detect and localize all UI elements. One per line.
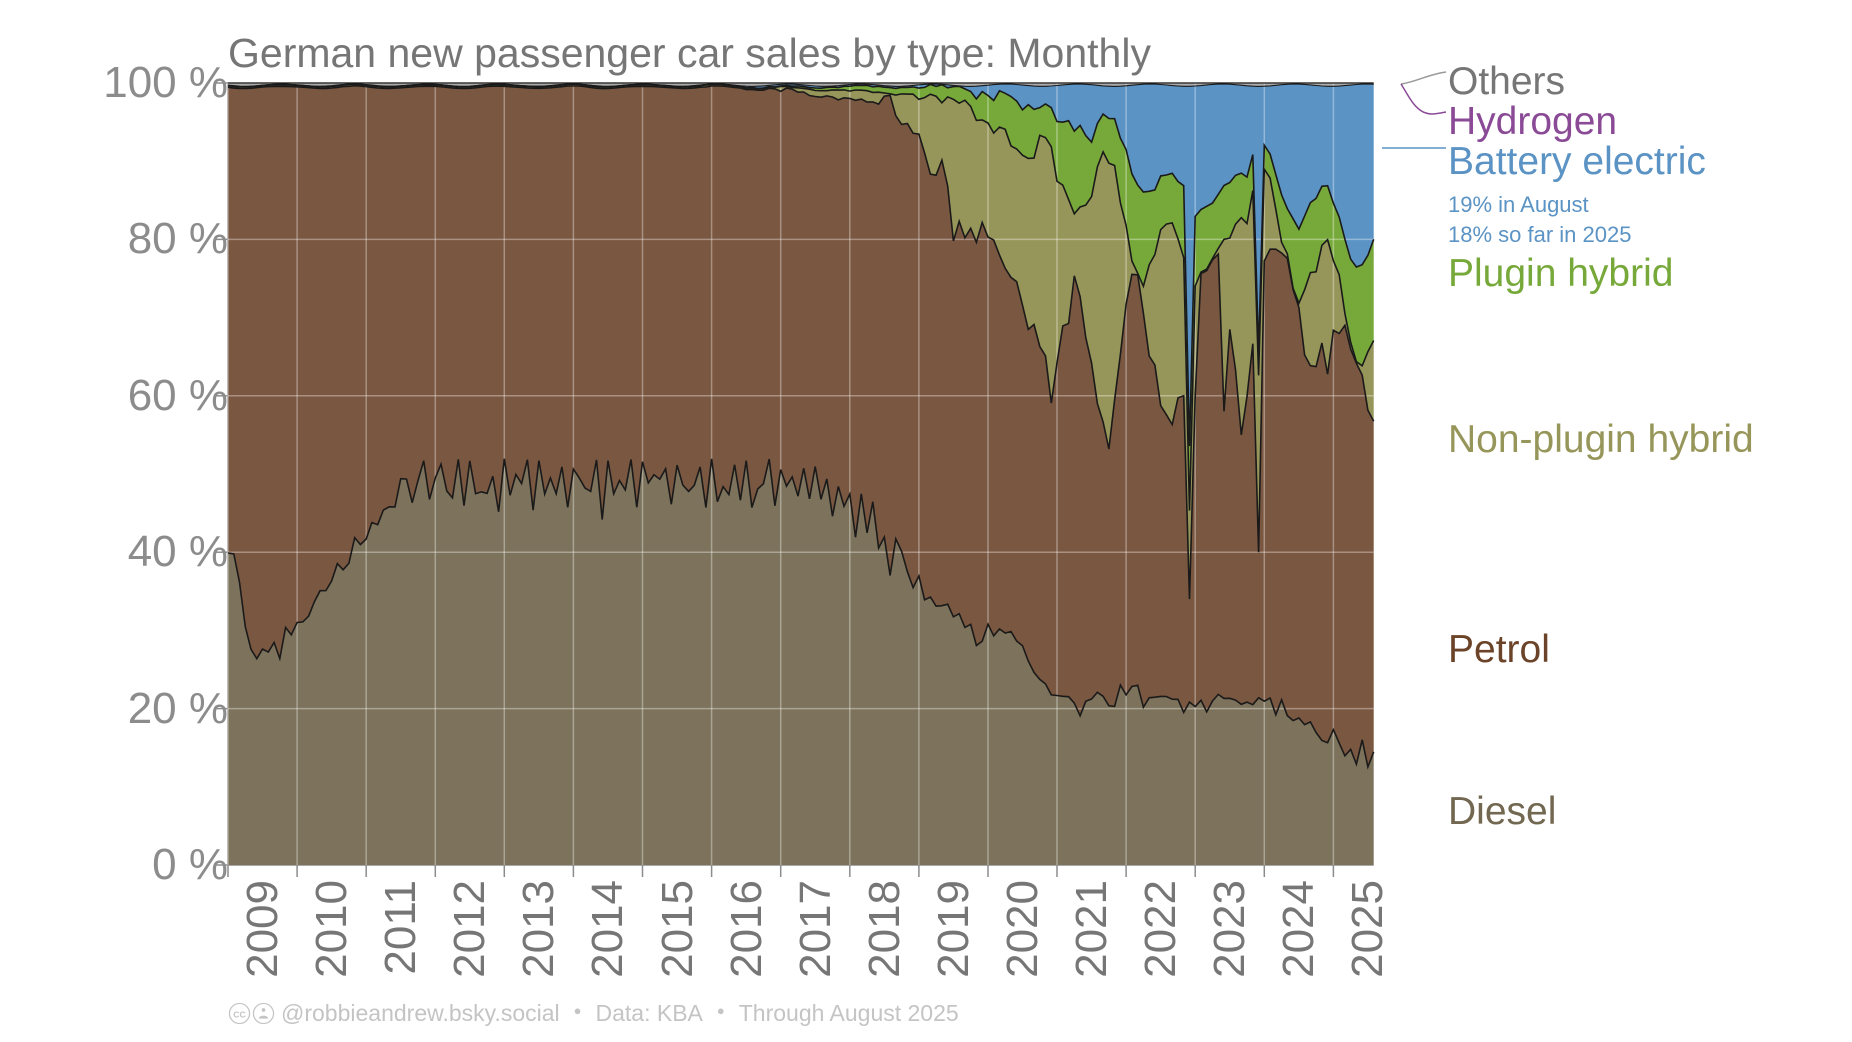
svg-text:CC: CC [233, 1009, 245, 1019]
